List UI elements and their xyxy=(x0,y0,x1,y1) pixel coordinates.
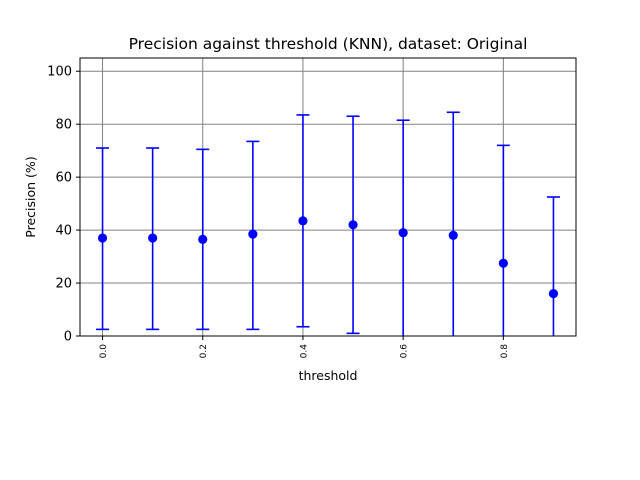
data-point xyxy=(398,228,408,238)
x-tick-label: 0.6 xyxy=(400,344,410,359)
data-point xyxy=(448,230,458,240)
data-point xyxy=(548,289,559,299)
x-tick-label: 0.2 xyxy=(199,344,209,358)
x-axis-label: threshold xyxy=(299,368,358,383)
data-point xyxy=(498,258,508,268)
data-point xyxy=(97,233,108,243)
plot-frame xyxy=(79,57,577,337)
y-tick-label: 100 xyxy=(47,65,72,80)
data-point xyxy=(348,220,358,230)
axis-ticks: 0 20 40 60 80 100 0.0 0.2 0.4 0.6 0.8 xyxy=(47,65,510,359)
chart-title: Precision against threshold (KNN), datas… xyxy=(129,35,528,53)
x-tick-label: 0.0 xyxy=(99,344,109,359)
x-tick-label: 0.4 xyxy=(299,344,309,359)
y-tick-label: 40 xyxy=(55,224,72,239)
data-point xyxy=(148,233,158,243)
y-tick-label: 20 xyxy=(55,277,72,292)
y-tick-label: 60 xyxy=(55,171,72,186)
y-tick-label: 80 xyxy=(55,118,72,133)
data-point xyxy=(248,229,258,239)
y-tick-label: 0 xyxy=(64,330,72,345)
data-point xyxy=(198,234,208,244)
grid-lines xyxy=(80,58,576,336)
x-tick-label: 0.8 xyxy=(500,344,510,359)
data-point xyxy=(298,216,308,226)
y-axis-label: Precision (%) xyxy=(23,156,38,237)
data-series xyxy=(96,111,560,336)
